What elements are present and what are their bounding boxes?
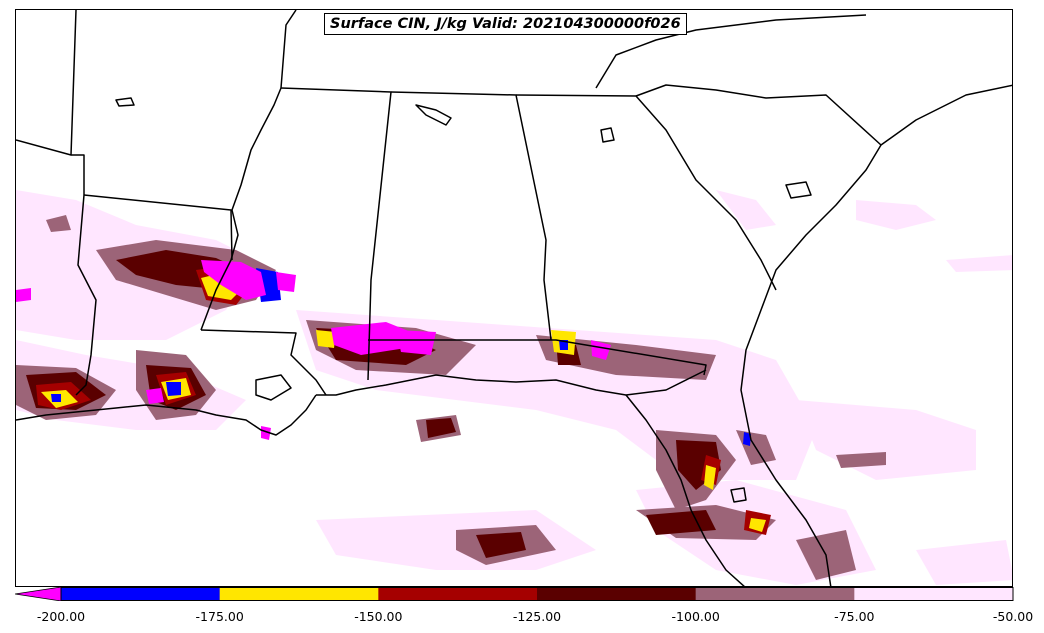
map-panel [15,9,1013,587]
colorbar-bin [854,587,1014,601]
colorbar-tick-label: -75.00 [834,609,875,624]
colorbar-bin [61,587,221,601]
colorbar-bin [378,587,538,601]
colorbar-tick-label: -50.00 [992,609,1034,624]
map-title: Surface CIN, J/kg Valid: 202104300000f02… [324,13,687,35]
colorbar-bin [219,587,379,601]
colorbar-tick-label: -150.00 [354,609,403,624]
colorbar-tick-label: -175.00 [195,609,244,624]
colorbar-under-triangle [15,587,62,601]
boundary-lines [16,10,1012,586]
colorbar-tick-label: -100.00 [671,609,720,624]
colorbar-tick-label: -200.00 [36,609,86,624]
colorbar-bin [537,587,697,601]
cin-magenta-areas [16,260,611,440]
cin-map [16,10,1012,586]
colorbar-tick-label: -125.00 [512,609,562,624]
colorbar [15,587,1014,601]
colorbar-bin [695,587,855,601]
